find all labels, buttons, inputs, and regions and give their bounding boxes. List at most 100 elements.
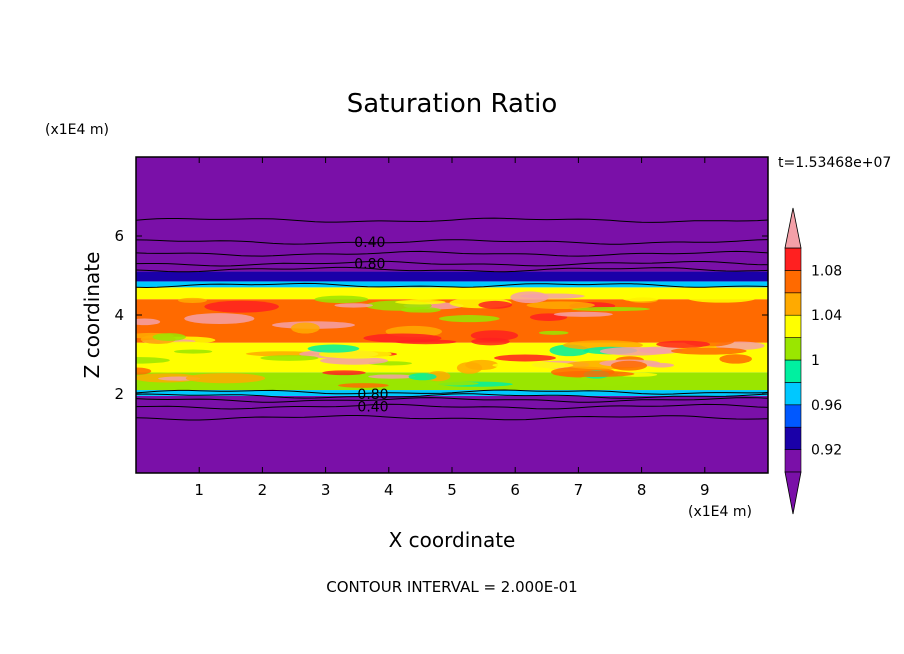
field-texture [322, 370, 366, 376]
field-texture [621, 295, 660, 302]
field-texture [538, 330, 569, 335]
contour-labels: 0.400.800.800.40 [354, 235, 388, 416]
field-texture [152, 333, 186, 341]
y-axis-label: Z coordinate [80, 252, 104, 379]
field-texture [174, 349, 213, 354]
contour-line [136, 393, 768, 399]
field-texture [394, 292, 454, 300]
field-texture [552, 370, 635, 378]
field-texture [599, 346, 672, 356]
field-texture [470, 330, 519, 341]
x-tick-label: 6 [510, 481, 520, 499]
x-unit-label: (x1E4 m) [688, 504, 752, 520]
field-band [136, 395, 768, 473]
field-texture [136, 367, 209, 373]
x-tick-label: 7 [574, 481, 584, 499]
field-texture [526, 301, 595, 310]
field-texture [456, 362, 483, 374]
y-axis-ticks: 2 4 6 [114, 227, 768, 403]
colorbar-swatch [784, 270, 802, 294]
field-texture [478, 300, 513, 309]
colorbar-swatch [784, 426, 802, 450]
field-texture [136, 367, 152, 375]
field-texture [372, 312, 442, 318]
contour-line [136, 217, 768, 223]
colorbar-swatch [784, 359, 802, 383]
x-axis-label: X coordinate [389, 528, 516, 552]
field-texture [494, 354, 556, 362]
field-band [136, 271, 768, 282]
field-texture [338, 383, 389, 388]
y-unit-label: (x1E4 m) [45, 122, 109, 138]
field-texture [334, 303, 374, 308]
colorbar-under-arrow [784, 471, 802, 515]
x-tick-label: 8 [637, 481, 647, 499]
contour-line [136, 260, 768, 267]
contour-label: 0.80 [354, 257, 385, 273]
contour-interval-footer: CONTOUR INTERVAL = 2.000E-01 [326, 578, 577, 596]
contour-line [136, 389, 768, 395]
field-texture [204, 300, 279, 313]
colorbar-tick-label: 1.04 [811, 308, 842, 324]
colorbar-swatch [784, 449, 802, 473]
contour-line [136, 282, 768, 289]
field-band [136, 157, 768, 272]
field-texture [408, 373, 437, 381]
contour-line [136, 266, 768, 273]
colorbar-swatch [784, 404, 802, 428]
colorbar-tick-label: 0.92 [811, 443, 842, 459]
colorbar-swatch [784, 292, 802, 316]
field-texture [656, 340, 711, 348]
y-tick-label: 2 [114, 385, 124, 403]
field-texture [492, 361, 574, 369]
x-tick-label: 1 [194, 481, 204, 499]
y-tick-label: 6 [114, 227, 124, 245]
field-texture [320, 356, 389, 365]
field-texture [136, 318, 161, 326]
contour-label: 0.40 [357, 400, 388, 416]
contour-line [136, 403, 768, 410]
colorbar-swatch [784, 337, 802, 361]
field-texture [184, 313, 255, 325]
contour-line [136, 250, 768, 257]
field-texture [178, 297, 207, 303]
field-texture [185, 373, 266, 384]
field-texture [687, 293, 757, 303]
field-texture [368, 374, 416, 379]
field-texture [421, 381, 479, 386]
heatmap-field [136, 157, 768, 473]
field-texture [553, 311, 613, 317]
field-texture [339, 328, 369, 337]
field-texture [395, 299, 446, 305]
field-texture [136, 357, 170, 364]
time-label: t=1.53468e+07 [778, 155, 891, 171]
field-band [136, 287, 768, 300]
field-band [136, 281, 768, 288]
field-texture [307, 344, 360, 353]
field-texture [245, 351, 318, 357]
field-texture [155, 341, 213, 351]
x-tick-label: 4 [384, 481, 394, 499]
contour-line [136, 397, 768, 403]
contour-line [136, 415, 768, 421]
field-texture [721, 318, 766, 326]
field-texture [270, 376, 327, 386]
colorbar-over-arrow [784, 207, 802, 249]
colorbar-swatch [784, 382, 802, 406]
field-texture [719, 354, 752, 364]
field-texture [510, 291, 549, 304]
x-tick-label: 9 [700, 481, 710, 499]
field-texture [395, 339, 457, 345]
contour-lines [136, 217, 768, 421]
field-texture [260, 355, 319, 361]
x-tick-label: 5 [447, 481, 457, 499]
field-texture [670, 347, 747, 355]
field-texture [291, 322, 320, 334]
colorbar-tick-label: 1 [811, 353, 820, 369]
field-texture [571, 306, 651, 312]
contour-label: 0.80 [357, 387, 388, 403]
x-tick-label: 3 [321, 481, 331, 499]
contour-label: 0.40 [354, 235, 385, 251]
colorbar: 0.92 0.96 1 1.04 1.08 [784, 207, 842, 515]
